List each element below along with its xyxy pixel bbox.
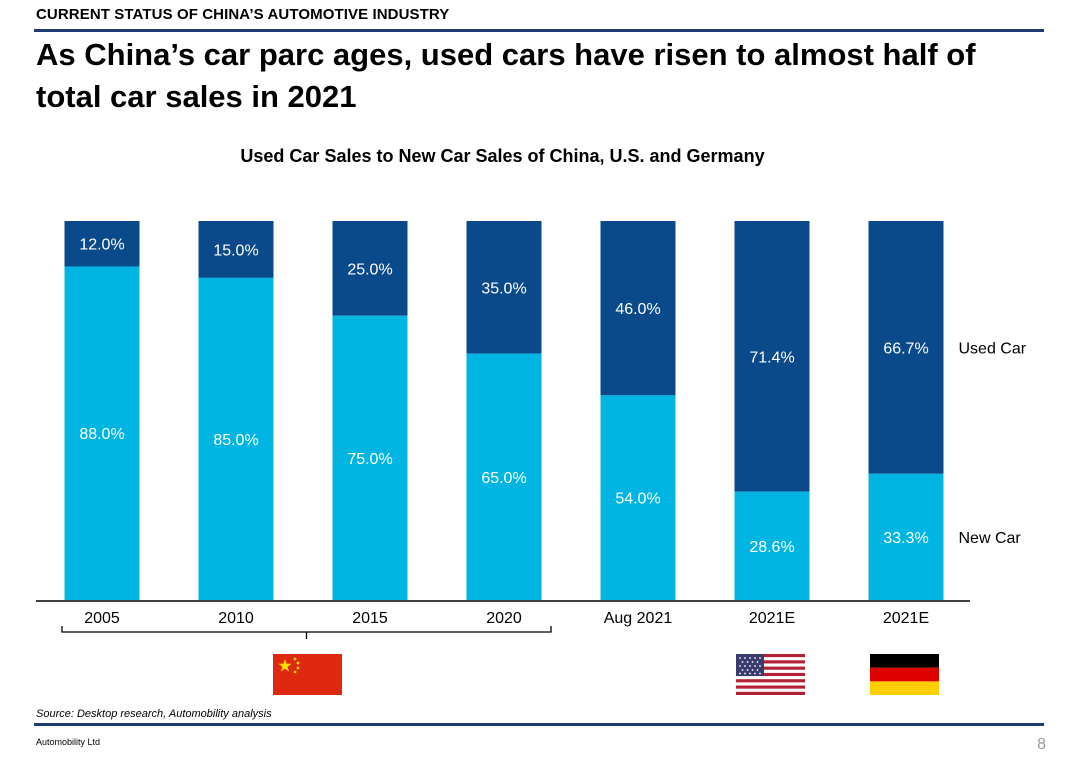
bar-new-car bbox=[198, 277, 274, 600]
chart-title: Used Car Sales to New Car Sales of China… bbox=[240, 146, 765, 166]
data-label-new-car: 75.0% bbox=[347, 451, 392, 468]
company-name: Automobility Ltd bbox=[36, 737, 101, 747]
data-label-new-car: 54.0% bbox=[615, 491, 660, 508]
bar-used-car bbox=[466, 221, 542, 354]
section-kicker: CURRENT STATUS OF CHINA’S AUTOMOTIVE IND… bbox=[36, 6, 450, 23]
data-label-used-car: 46.0% bbox=[615, 301, 660, 318]
data-label-used-car: 66.7% bbox=[883, 340, 928, 357]
bar-used-car bbox=[332, 221, 408, 316]
germany-flag-icon bbox=[870, 654, 939, 695]
bar-new-car bbox=[600, 395, 676, 600]
bar-new-car bbox=[734, 491, 810, 600]
legend-new-car: New Car bbox=[959, 530, 1022, 547]
data-label-new-car: 33.3% bbox=[883, 530, 928, 547]
x-tick-label: 2021E bbox=[883, 610, 929, 627]
bar-used-car bbox=[600, 221, 676, 396]
bar-used-car bbox=[734, 221, 810, 492]
bar-used-car bbox=[64, 221, 140, 267]
x-tick-label: 2010 bbox=[218, 610, 254, 627]
china-flag-icon bbox=[273, 654, 342, 695]
bar-new-car bbox=[332, 315, 408, 600]
us-flag-icon bbox=[736, 654, 805, 695]
data-label-used-car: 12.0% bbox=[79, 237, 124, 254]
data-label-new-car: 65.0% bbox=[481, 470, 526, 487]
data-label-used-car: 15.0% bbox=[213, 242, 258, 259]
bar-new-car bbox=[868, 473, 944, 600]
bar-new-car bbox=[466, 353, 542, 600]
data-label-new-car: 28.6% bbox=[749, 539, 794, 556]
x-tick-label: 2005 bbox=[84, 610, 120, 627]
page-number: 8 bbox=[1037, 736, 1046, 753]
x-tick-label: Aug 2021 bbox=[604, 610, 673, 627]
data-label-new-car: 88.0% bbox=[79, 426, 124, 443]
x-tick-label: 2021E bbox=[749, 610, 795, 627]
legend-used-car: Used Car bbox=[959, 340, 1027, 357]
footer-rule bbox=[34, 723, 1044, 726]
header-rule bbox=[34, 29, 1044, 32]
page-headline: As China’s car parc ages, used cars have… bbox=[36, 37, 976, 114]
data-label-new-car: 85.0% bbox=[213, 432, 258, 449]
data-label-used-car: 35.0% bbox=[481, 280, 526, 297]
bar-new-car bbox=[64, 266, 140, 600]
data-label-used-car: 25.0% bbox=[347, 261, 392, 278]
x-tick-label: 2015 bbox=[352, 610, 388, 627]
bar-used-car bbox=[198, 221, 274, 278]
source-note: Source: Desktop research, Automobility a… bbox=[36, 708, 272, 720]
group-bracket bbox=[61, 626, 552, 639]
bar-used-car bbox=[868, 221, 944, 474]
x-tick-label: 2020 bbox=[486, 610, 522, 627]
data-label-used-car: 71.4% bbox=[749, 349, 794, 366]
